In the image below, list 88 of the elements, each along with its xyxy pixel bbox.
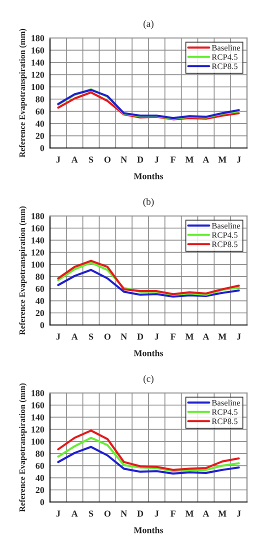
line-series xyxy=(57,268,240,298)
x-tick-label: J xyxy=(154,334,159,340)
x-tick-label: A xyxy=(71,156,78,163)
x-tick-label: J xyxy=(236,510,241,517)
x-tick-label: J xyxy=(154,156,159,163)
y-tick-label: 80 xyxy=(36,450,44,457)
legend-label: RCP4.5 xyxy=(212,232,238,238)
x-tick-label: D xyxy=(137,156,144,163)
x-tick-label: O xyxy=(104,334,111,340)
y-tick-label: 140 xyxy=(32,237,44,244)
line-series xyxy=(57,430,240,471)
x-axis-title: Months xyxy=(134,172,164,180)
legend-label: RCP8.5 xyxy=(212,418,238,424)
x-tick-label: S xyxy=(89,334,94,340)
y-tick-label: 80 xyxy=(36,96,44,102)
x-axis-title: Months xyxy=(134,526,164,534)
x-tick-label: M xyxy=(218,510,226,517)
y-tick-label: 0 xyxy=(40,499,44,506)
line-series xyxy=(57,436,240,472)
y-tick-label: 60 xyxy=(36,108,44,115)
x-axis-title: Months xyxy=(134,350,164,356)
legend-label: RCP8.5 xyxy=(212,64,238,70)
y-tick-label: 20 xyxy=(36,132,44,139)
y-tick-label: 180 xyxy=(32,213,44,220)
legend-label: Baseline xyxy=(212,44,240,51)
x-tick-label: J xyxy=(56,156,60,163)
x-tick-label: S xyxy=(89,510,94,517)
x-tick-label: F xyxy=(170,510,176,517)
x-tick-label: N xyxy=(120,510,128,517)
y-tick-label: 120 xyxy=(32,426,44,433)
y-tick-label: 180 xyxy=(32,35,44,42)
y-tick-label: 40 xyxy=(36,298,44,304)
x-tick-label: O xyxy=(104,156,111,163)
x-tick-label: J xyxy=(56,510,60,517)
x-tick-label: J xyxy=(236,334,241,340)
x-tick-label: J xyxy=(236,156,241,163)
x-tick-label: M xyxy=(185,334,194,340)
legend-label: RCP8.5 xyxy=(212,242,238,248)
x-tick-label: J xyxy=(154,510,159,517)
y-tick-label: 0 xyxy=(40,145,44,152)
x-tick-label: M xyxy=(218,334,226,340)
x-tick-label: N xyxy=(120,156,128,163)
y-tick-label: 120 xyxy=(32,72,44,78)
x-tick-label: A xyxy=(202,156,210,163)
y-axis-title: Reference Evapotranspiration (mm) xyxy=(19,28,27,158)
y-tick-label: 140 xyxy=(32,60,44,66)
x-tick-label: F xyxy=(170,334,176,340)
y-axis-title: Reference Evapotranspiration (mm) xyxy=(19,383,27,512)
y-tick-label: 160 xyxy=(32,402,44,408)
x-tick-label: O xyxy=(104,510,111,517)
y-tick-label: 100 xyxy=(32,262,44,268)
y-tick-label: 40 xyxy=(36,474,44,481)
chart-title: (a) xyxy=(144,20,154,29)
legend-label: Baseline xyxy=(212,222,240,229)
legend-label: RCP4.5 xyxy=(212,409,238,415)
chart-title: (b) xyxy=(143,198,154,207)
y-tick-label: 180 xyxy=(32,390,44,396)
y-tick-label: 20 xyxy=(36,487,44,494)
y-tick-label: 60 xyxy=(36,286,44,292)
y-axis-title: Reference Evapotranspiration (mm) xyxy=(19,206,27,335)
chart-title: (c) xyxy=(144,375,154,384)
x-tick-label: M xyxy=(185,510,194,517)
y-tick-label: 120 xyxy=(32,249,44,256)
y-tick-label: 160 xyxy=(32,225,44,232)
y-tick-label: 60 xyxy=(36,462,44,469)
x-tick-label: N xyxy=(120,334,128,340)
y-tick-label: 100 xyxy=(32,84,44,90)
legend-label: RCP4.5 xyxy=(212,54,238,60)
x-tick-label: A xyxy=(202,510,210,517)
x-tick-label: D xyxy=(137,334,144,340)
x-tick-label: J xyxy=(56,334,60,340)
line-series xyxy=(57,446,240,475)
x-tick-label: A xyxy=(71,510,78,517)
y-tick-label: 80 xyxy=(36,274,44,280)
x-tick-label: A xyxy=(202,334,210,340)
y-tick-label: 160 xyxy=(32,47,44,54)
y-tick-label: 100 xyxy=(32,438,44,445)
x-tick-label: S xyxy=(89,156,94,163)
y-tick-label: 140 xyxy=(32,414,44,420)
x-tick-label: D xyxy=(137,510,144,517)
y-tick-label: 20 xyxy=(36,310,44,316)
y-tick-label: 40 xyxy=(36,120,44,127)
x-tick-label: M xyxy=(185,156,194,163)
x-tick-label: M xyxy=(218,156,226,163)
x-tick-label: A xyxy=(71,334,78,340)
legend-label: Baseline xyxy=(212,400,240,406)
y-tick-label: 0 xyxy=(40,322,44,328)
x-tick-label: F xyxy=(170,156,176,163)
